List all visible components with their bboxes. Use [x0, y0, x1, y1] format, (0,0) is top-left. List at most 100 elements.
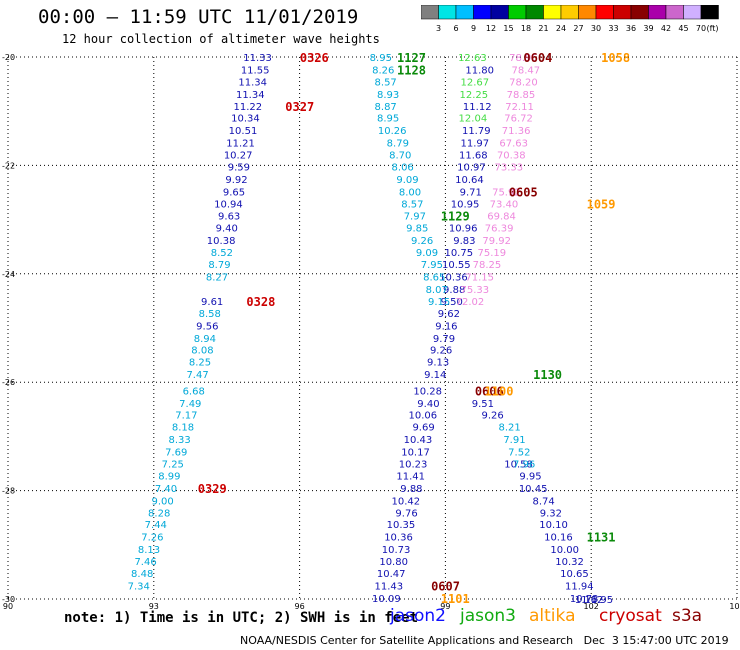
wave-height-value: 75.92: [492, 187, 521, 198]
color-scale-tick: 15: [503, 24, 513, 33]
wave-height-value: 10.09: [372, 594, 401, 605]
wave-height-value: 9.62: [438, 309, 460, 320]
wave-height-value: 11.62: [575, 595, 604, 606]
wave-height-value: 8.93: [377, 90, 399, 101]
wave-height-value: 8.57: [375, 77, 397, 88]
wave-height-value: 9.79: [433, 334, 455, 345]
wave-height-value: 76.72: [504, 114, 533, 125]
wave-height-value: 76.39: [485, 224, 514, 235]
color-scale-tick: 9: [471, 24, 476, 33]
wave-height-value: 10.58: [504, 460, 533, 471]
wave-height-value: 9.85: [406, 224, 428, 235]
legend-altika: altika: [529, 606, 576, 626]
x-tick-label: 96: [295, 602, 305, 610]
wave-height-value: 10.34: [231, 114, 260, 125]
wave-height-value: 11.21: [226, 139, 255, 150]
wave-height-value: 10.73: [382, 545, 411, 556]
y-tick-label: -26: [2, 378, 15, 387]
wave-height-value: 11.43: [374, 581, 403, 592]
chart-title: 00:00 – 11:59 UTC 11/01/2019: [38, 6, 359, 28]
pass-time-label: 0605: [509, 185, 538, 199]
wave-height-value: 9.26: [481, 411, 503, 422]
wave-height-value: 9.50: [441, 297, 463, 308]
wave-height-value: 71.36: [502, 126, 531, 137]
wave-height-value: 79.92: [482, 236, 511, 247]
wave-height-value: 7.49: [179, 399, 201, 410]
color-scale-tick: 42: [661, 24, 671, 33]
color-scale-tick: 45: [678, 24, 688, 33]
wave-height-value: 11.94: [565, 581, 594, 592]
wave-height-value: 8.06: [392, 162, 414, 173]
wave-height-value: 9.69: [412, 423, 434, 434]
color-scale-unit: (ft): [707, 24, 719, 33]
y-tick-label: -24: [2, 270, 15, 279]
pass-time-label: 1101: [441, 592, 470, 606]
wave-height-value: 10.16: [544, 533, 573, 544]
color-scale-tick: 33: [608, 24, 618, 33]
wave-height-value: 9.76: [395, 508, 417, 519]
wave-height-value: 8.28: [148, 508, 170, 519]
wave-height-value: 10.06: [408, 411, 437, 422]
wave-height-value: 8.74: [532, 496, 554, 507]
wave-height-value: 7.17: [175, 411, 197, 422]
wave-height-value: 7.96: [513, 460, 535, 471]
pass-time-label: 1058: [601, 51, 630, 65]
wave-height-value: 10.28: [413, 386, 442, 397]
wave-height-value: 8.26: [372, 65, 394, 76]
wave-height-value: 8.21: [498, 423, 520, 434]
wave-height-value: 9.61: [201, 297, 223, 308]
wave-height-value: 78.20: [509, 77, 538, 88]
pass-time-label: 0604: [523, 51, 552, 65]
color-scale-tick: 6: [453, 24, 458, 33]
wave-height-value: 8.00: [399, 187, 421, 198]
wave-height-value: 9.00: [151, 496, 173, 507]
wave-height-value: 72.02: [456, 297, 485, 308]
wave-height-value: 9.88: [400, 484, 422, 495]
wave-height-value: 10.55: [442, 260, 471, 271]
wave-height-value: 9.95: [519, 471, 541, 482]
wave-height-value: 11.22: [234, 102, 263, 113]
wave-height-value: 11.79: [462, 126, 491, 137]
color-scale-tick: 70: [696, 24, 706, 33]
wave-height-value: 75.33: [460, 285, 489, 296]
y-tick-label: -28: [2, 487, 15, 496]
wave-height-value: 9.32: [540, 508, 562, 519]
color-scale-legend: 3 6 9 12 15 18 21 24 27 30 33 36 39 42 45 70 (ft): [421, 5, 719, 33]
color-scale-tick: 27: [573, 24, 583, 33]
wave-height-value: 11.12: [463, 102, 492, 113]
color-scale-tick: 36: [626, 24, 636, 33]
wave-height-value: 8.25: [189, 358, 211, 369]
color-scale-tick: 12: [486, 24, 496, 33]
pass-time-label: 0327: [285, 100, 314, 114]
wave-height-value: 10.95: [451, 199, 480, 210]
wave-height-value: 11.33: [243, 53, 272, 64]
wave-height-value: 8.87: [375, 102, 397, 113]
wave-height-value: 10.35: [387, 520, 416, 531]
wave-height-value: 9.15: [428, 297, 450, 308]
wave-height-value: 70.38: [497, 151, 526, 162]
wave-height-value: 10.00: [550, 545, 579, 556]
wave-height-value: 7.26: [141, 533, 163, 544]
wave-height-value: 10.26: [378, 126, 407, 137]
wave-height-value: 8.79: [387, 139, 409, 150]
wave-height-value: 7.40: [155, 484, 177, 495]
wave-height-value: 12.25: [460, 90, 489, 101]
wave-height-value: 10.47: [377, 569, 406, 580]
pass-time-label: 1128: [397, 63, 426, 77]
wave-height-value: 10.64: [455, 175, 484, 186]
wave-height-value: 8.27: [206, 273, 228, 284]
wave-height-value: 9.88: [443, 285, 465, 296]
wave-height-value: 8.08: [191, 346, 213, 357]
wave-height-value: 8.48: [131, 569, 153, 580]
wave-height-value: 8.58: [199, 309, 221, 320]
wave-height-value: 8.79: [208, 260, 230, 271]
wave-height-value: 10.38: [207, 236, 236, 247]
wave-height-value: 10.23: [399, 460, 428, 471]
wave-height-value: 67.63: [499, 139, 528, 150]
wave-height-value: 7.52: [508, 448, 530, 459]
wave-height-value: 9.14: [424, 370, 446, 381]
wave-height-value: 8.52: [211, 248, 233, 259]
color-scale-tick: 24: [556, 24, 566, 33]
y-tick-label: -20: [2, 53, 15, 62]
wave-height-value: 78.96: [509, 53, 538, 64]
